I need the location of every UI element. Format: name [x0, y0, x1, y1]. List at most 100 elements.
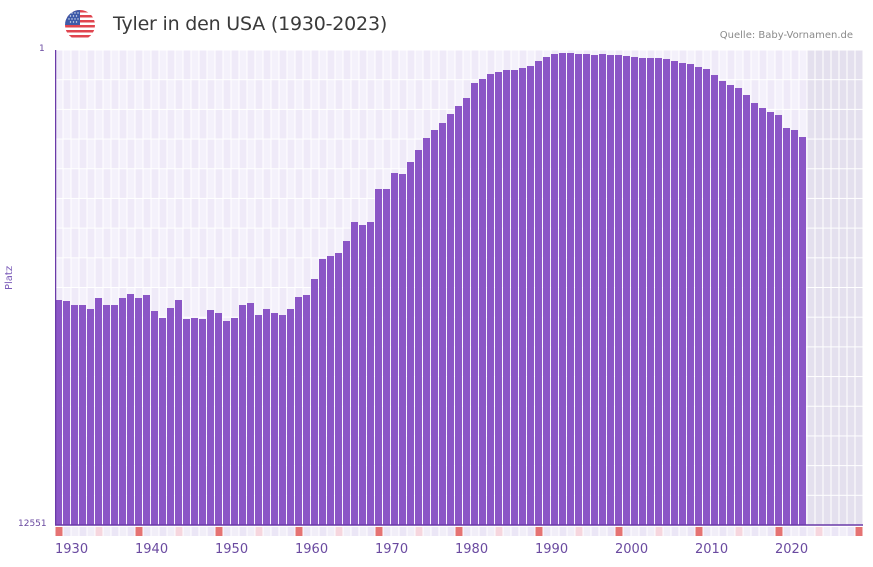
- bar-2002[interactable]: [631, 57, 638, 525]
- bar-1999[interactable]: [607, 55, 614, 525]
- bar-1965[interactable]: [335, 253, 342, 525]
- bar-1995[interactable]: [575, 54, 582, 525]
- bar-1938[interactable]: [119, 298, 126, 525]
- bar-1948[interactable]: [199, 319, 206, 525]
- y-axis-bottom-label: 12551: [18, 519, 47, 529]
- bar-1979[interactable]: [447, 114, 454, 525]
- bar-2022[interactable]: [791, 130, 798, 525]
- bar-2013[interactable]: [719, 81, 726, 525]
- bar-1962[interactable]: [311, 279, 318, 525]
- bar-1956[interactable]: [263, 309, 270, 525]
- bar-1935[interactable]: [95, 298, 102, 525]
- bar-1989[interactable]: [527, 66, 534, 525]
- bar-1930[interactable]: [55, 300, 62, 525]
- bar-1998[interactable]: [599, 54, 606, 525]
- bar-1990[interactable]: [535, 61, 542, 525]
- bar-1996[interactable]: [583, 54, 590, 525]
- bar-1982[interactable]: [471, 83, 478, 525]
- bar-1939[interactable]: [127, 294, 134, 525]
- bar-2019[interactable]: [767, 112, 774, 525]
- bar-1959[interactable]: [287, 309, 294, 525]
- bar-2006[interactable]: [663, 59, 670, 525]
- bar-1960[interactable]: [295, 297, 302, 525]
- bar-1981[interactable]: [463, 98, 470, 525]
- chart-title: Tyler in den USA (1930-2023): [113, 13, 388, 35]
- bar-1934[interactable]: [87, 309, 94, 525]
- bar-1953[interactable]: [239, 305, 246, 525]
- bar-2021[interactable]: [783, 128, 790, 525]
- bar-1976[interactable]: [423, 138, 430, 525]
- bar-2018[interactable]: [759, 108, 766, 525]
- bar-2012[interactable]: [711, 75, 718, 525]
- bar-1994[interactable]: [567, 53, 574, 525]
- bar-1955[interactable]: [255, 315, 262, 525]
- bar-1936[interactable]: [103, 305, 110, 525]
- bar-1988[interactable]: [519, 68, 526, 525]
- bar-1984[interactable]: [487, 74, 494, 525]
- bar-1997[interactable]: [591, 55, 598, 525]
- bar-2001[interactable]: [623, 56, 630, 525]
- bar-1992[interactable]: [551, 54, 558, 525]
- bar-1961[interactable]: [303, 295, 310, 525]
- bar-1970[interactable]: [375, 189, 382, 525]
- bar-1972[interactable]: [391, 173, 398, 525]
- bar-2014[interactable]: [727, 85, 734, 525]
- bar-1941[interactable]: [143, 295, 150, 525]
- bar-1967[interactable]: [351, 222, 358, 525]
- bar-1957[interactable]: [271, 313, 278, 525]
- bar-1933[interactable]: [79, 305, 86, 525]
- bar-2015[interactable]: [735, 88, 742, 525]
- bar-2007[interactable]: [671, 61, 678, 525]
- bar-1949[interactable]: [207, 310, 214, 525]
- bar-2011[interactable]: [703, 69, 710, 525]
- bar-1940[interactable]: [135, 298, 142, 525]
- bar-1952[interactable]: [231, 318, 238, 525]
- bar-1945[interactable]: [175, 300, 182, 525]
- bar-2008[interactable]: [679, 63, 686, 525]
- bar-1947[interactable]: [191, 318, 198, 525]
- bar-2005[interactable]: [655, 58, 662, 525]
- bar-2020[interactable]: [775, 115, 782, 525]
- bar-1969[interactable]: [367, 222, 374, 525]
- bar-1991[interactable]: [543, 57, 550, 525]
- bar-1964[interactable]: [327, 256, 334, 525]
- bar-1966[interactable]: [343, 241, 350, 525]
- bar-1975[interactable]: [415, 150, 422, 525]
- bar-1973[interactable]: [399, 174, 406, 525]
- bar-2017[interactable]: [751, 103, 758, 525]
- bar-1987[interactable]: [511, 70, 518, 525]
- bar-1971[interactable]: [383, 189, 390, 525]
- bar-1986[interactable]: [503, 70, 510, 525]
- bar-1937[interactable]: [111, 305, 118, 525]
- bar-1963[interactable]: [319, 259, 326, 525]
- bar-2003[interactable]: [639, 58, 646, 525]
- bar-1942[interactable]: [151, 311, 158, 525]
- bar-1932[interactable]: [71, 305, 78, 525]
- bar-1958[interactable]: [279, 315, 286, 525]
- bar-1978[interactable]: [439, 123, 446, 525]
- y-axis-title: Platz: [4, 265, 15, 290]
- bar-1946[interactable]: [183, 319, 190, 525]
- bar-1977[interactable]: [431, 130, 438, 525]
- bar-2016[interactable]: [743, 95, 750, 525]
- bar-1983[interactable]: [479, 79, 486, 525]
- bar-2000[interactable]: [615, 55, 622, 525]
- bar-1980[interactable]: [455, 106, 462, 525]
- bar-1951[interactable]: [223, 321, 230, 525]
- bar-1943[interactable]: [159, 318, 166, 525]
- bar-1985[interactable]: [495, 72, 502, 525]
- x-tick-label: 1930: [55, 542, 89, 557]
- bar-1950[interactable]: [215, 313, 222, 525]
- x-tick-label: 2020: [775, 542, 809, 557]
- x-tick-label: 1980: [455, 542, 489, 557]
- bar-2010[interactable]: [695, 67, 702, 525]
- bar-1931[interactable]: [63, 301, 70, 525]
- bar-2023[interactable]: [799, 137, 806, 525]
- bar-1968[interactable]: [359, 225, 366, 525]
- bar-2009[interactable]: [687, 64, 694, 525]
- bar-1974[interactable]: [407, 162, 414, 525]
- bar-1954[interactable]: [247, 303, 254, 525]
- bar-2004[interactable]: [647, 58, 654, 525]
- bar-1944[interactable]: [167, 308, 174, 525]
- bar-1993[interactable]: [559, 53, 566, 525]
